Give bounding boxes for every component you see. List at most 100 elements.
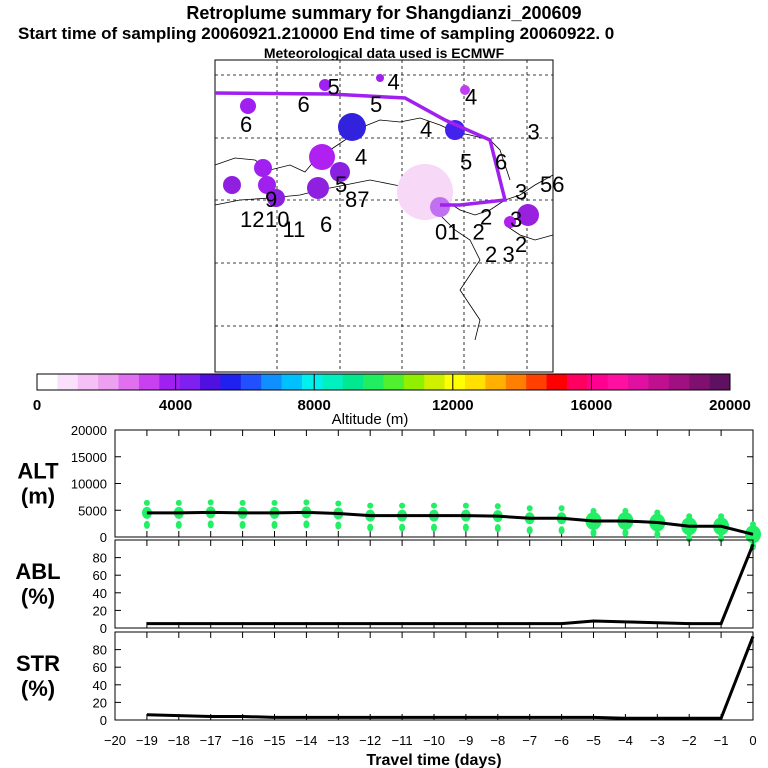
alt-dot: [335, 521, 342, 530]
map-day-label: 2: [485, 242, 497, 267]
x-tick-label: −7: [522, 733, 537, 748]
map-day-label: 4: [355, 145, 367, 170]
altitude-colorbar: 0 4000 8000 12000 16000 20000 Altitude (m): [33, 373, 751, 428]
plume-circle: [267, 189, 285, 207]
alt-dot: [303, 499, 310, 506]
x-tick-label: −1: [714, 733, 729, 748]
x-tick-label: −5: [586, 733, 601, 748]
colorbar-swatch: [77, 374, 99, 390]
alt-dot: [558, 505, 565, 512]
colorbar-swatch: [322, 374, 344, 390]
colorbar-swatch: [159, 374, 181, 390]
alt-dot: [526, 526, 533, 535]
colorbar-swatch: [403, 374, 425, 390]
map-day-label: 5: [328, 75, 340, 100]
y-tick-label: 0: [100, 713, 107, 728]
colorbar-swatch: [98, 374, 120, 390]
colorbar-swatch: [505, 374, 527, 390]
colorbar-swatch: [566, 374, 588, 390]
y-tick-label: 80: [93, 643, 107, 658]
x-tick-label: −6: [554, 733, 569, 748]
colorbar-swatch: [37, 374, 58, 390]
colorbar-swatch: [607, 374, 629, 390]
alt-dot: [207, 520, 214, 529]
alt-dot: [143, 520, 150, 529]
panel-unit-str: (%): [21, 676, 55, 701]
map-day-label: 3: [515, 180, 527, 205]
colorbar-swatch: [200, 374, 221, 390]
panel-frame-abl: [114, 539, 754, 629]
alt-dot: [590, 528, 597, 537]
y-tick-label: 15000: [71, 450, 107, 465]
map-day-label: 2: [473, 220, 485, 245]
colorbar-swatch: [220, 374, 242, 390]
plume-circle: [319, 79, 331, 91]
map-day-label: 10: [265, 207, 289, 232]
map-day-label: 01: [435, 220, 459, 245]
plume-circle: [240, 98, 256, 114]
plume-circle: [258, 176, 276, 194]
alt-dot: [335, 500, 342, 507]
alt-dot: [462, 523, 469, 532]
x-tick-label: −9: [458, 733, 473, 748]
plume-circle: [504, 216, 516, 228]
plume-circle: [309, 144, 335, 170]
coastline: [439, 214, 481, 341]
alt-dot: [654, 509, 661, 516]
colorbar-swatch: [485, 374, 507, 390]
colorbar-swatch: [179, 374, 201, 390]
alt-dot: [271, 520, 278, 529]
map-frame: [214, 59, 554, 373]
map-day-label: 9: [265, 187, 277, 212]
alt-dot: [143, 499, 150, 506]
x-tick-label: −18: [168, 733, 190, 748]
plume-circle: [307, 177, 329, 199]
colorbar-swatch: [587, 374, 609, 390]
colorbar-swatch: [383, 374, 405, 390]
colorbar-label: Altitude (m): [332, 411, 409, 428]
map-day-label: 5: [370, 92, 382, 117]
alt-dot: [367, 523, 374, 532]
colorbar-swatch: [424, 374, 446, 390]
plume-circle: [338, 113, 366, 141]
alt-dot: [750, 521, 756, 528]
alt-dot: [494, 503, 501, 510]
chart-title: Retroplume summary for Shangdianzi_20060…: [186, 3, 582, 23]
plume-circle: [430, 197, 450, 217]
alt-dot: [558, 526, 565, 535]
x-tick-label: −4: [618, 733, 633, 748]
x-tick-label: −15: [263, 733, 285, 748]
colorbar-swatch: [648, 374, 670, 390]
met-data-line: Meteorological data used is ECMWF: [263, 45, 505, 61]
trajectory-path: [214, 91, 508, 207]
alt-dot: [207, 499, 214, 506]
alt-dot: [303, 520, 310, 529]
alt-dot: [654, 530, 661, 539]
time-series-panels: 05000100001500020000ALT(m)020406080ABL(%…: [15, 423, 761, 768]
x-tick-label: −17: [200, 733, 222, 748]
alt-dot: [399, 502, 406, 509]
x-tick-label: −10: [423, 733, 445, 748]
map-day-label: 5: [335, 172, 347, 197]
map-day-label: 6: [495, 150, 507, 175]
alt-dot: [367, 502, 374, 509]
panel-unit-abl: (%): [21, 584, 55, 609]
colorbar-swatch: [709, 374, 731, 390]
colorbar-swatch: [363, 374, 384, 390]
colorbar-swatch: [668, 374, 690, 390]
alt-dot: [686, 513, 693, 520]
alt-dot: [431, 502, 437, 509]
x-tick-label: −12: [359, 733, 381, 748]
alt-dot: [622, 528, 629, 537]
colorbar-tick-label: 16000: [571, 397, 613, 414]
colorbar-swatch: [301, 374, 323, 390]
colorbar-tick-label: 4000: [159, 397, 192, 414]
y-tick-label: 40: [93, 678, 107, 693]
map-day-label: 3: [510, 207, 522, 232]
x-tick-label: −16: [232, 733, 254, 748]
panel-frame-str: [114, 631, 754, 721]
colorbar-swatch: [444, 374, 466, 390]
map-day-label: 4: [465, 85, 477, 110]
map-day-label: 6: [320, 212, 332, 237]
